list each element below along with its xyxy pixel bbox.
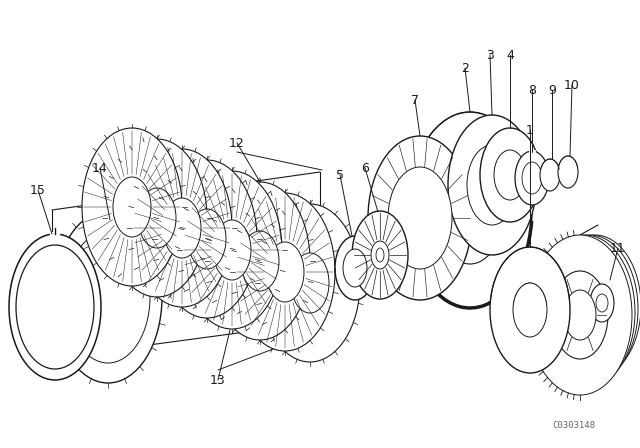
Text: 9: 9	[548, 83, 556, 96]
Ellipse shape	[235, 193, 335, 351]
Text: 12: 12	[229, 137, 245, 150]
Ellipse shape	[436, 156, 504, 264]
Text: C0303148: C0303148	[552, 421, 595, 430]
Text: 1: 1	[526, 124, 534, 137]
Ellipse shape	[490, 247, 570, 373]
Ellipse shape	[590, 284, 614, 322]
Ellipse shape	[515, 151, 549, 205]
Ellipse shape	[352, 211, 408, 299]
Ellipse shape	[549, 235, 640, 377]
Ellipse shape	[188, 209, 226, 269]
Text: 10: 10	[564, 78, 580, 91]
Ellipse shape	[163, 198, 201, 258]
Ellipse shape	[157, 160, 257, 318]
Text: 13: 13	[210, 374, 226, 387]
Ellipse shape	[467, 145, 517, 225]
Ellipse shape	[513, 283, 547, 337]
Ellipse shape	[552, 271, 608, 359]
Text: 7: 7	[411, 94, 419, 107]
Ellipse shape	[266, 242, 304, 302]
Ellipse shape	[542, 235, 638, 383]
Ellipse shape	[113, 177, 151, 237]
Text: 15: 15	[30, 184, 46, 197]
Ellipse shape	[480, 128, 540, 222]
Ellipse shape	[291, 253, 329, 313]
Ellipse shape	[596, 294, 608, 312]
Ellipse shape	[368, 136, 472, 300]
Text: 5: 5	[336, 168, 344, 181]
Ellipse shape	[54, 211, 162, 383]
Ellipse shape	[213, 220, 251, 280]
Ellipse shape	[388, 167, 452, 269]
Ellipse shape	[335, 236, 375, 300]
Ellipse shape	[528, 235, 632, 395]
Ellipse shape	[66, 231, 150, 363]
Text: 3: 3	[486, 48, 494, 61]
Ellipse shape	[343, 249, 367, 287]
Ellipse shape	[564, 290, 596, 340]
Ellipse shape	[9, 234, 101, 380]
Ellipse shape	[182, 171, 282, 329]
Text: 2: 2	[461, 61, 469, 74]
Text: 4: 4	[506, 48, 514, 61]
Ellipse shape	[210, 182, 310, 340]
Ellipse shape	[260, 204, 360, 362]
Ellipse shape	[494, 150, 526, 200]
Ellipse shape	[540, 159, 560, 191]
Ellipse shape	[522, 162, 542, 194]
Ellipse shape	[408, 112, 532, 308]
Ellipse shape	[132, 149, 232, 307]
Ellipse shape	[376, 248, 384, 262]
Ellipse shape	[558, 156, 578, 188]
Text: 8: 8	[528, 83, 536, 96]
Ellipse shape	[535, 235, 635, 389]
Ellipse shape	[138, 188, 176, 248]
Ellipse shape	[241, 231, 279, 291]
Ellipse shape	[107, 139, 207, 297]
Ellipse shape	[448, 115, 536, 255]
Text: 6: 6	[361, 161, 369, 175]
Text: 11: 11	[610, 241, 626, 254]
Ellipse shape	[16, 245, 94, 369]
Ellipse shape	[82, 128, 182, 286]
Ellipse shape	[371, 241, 389, 269]
Text: 14: 14	[92, 161, 108, 175]
